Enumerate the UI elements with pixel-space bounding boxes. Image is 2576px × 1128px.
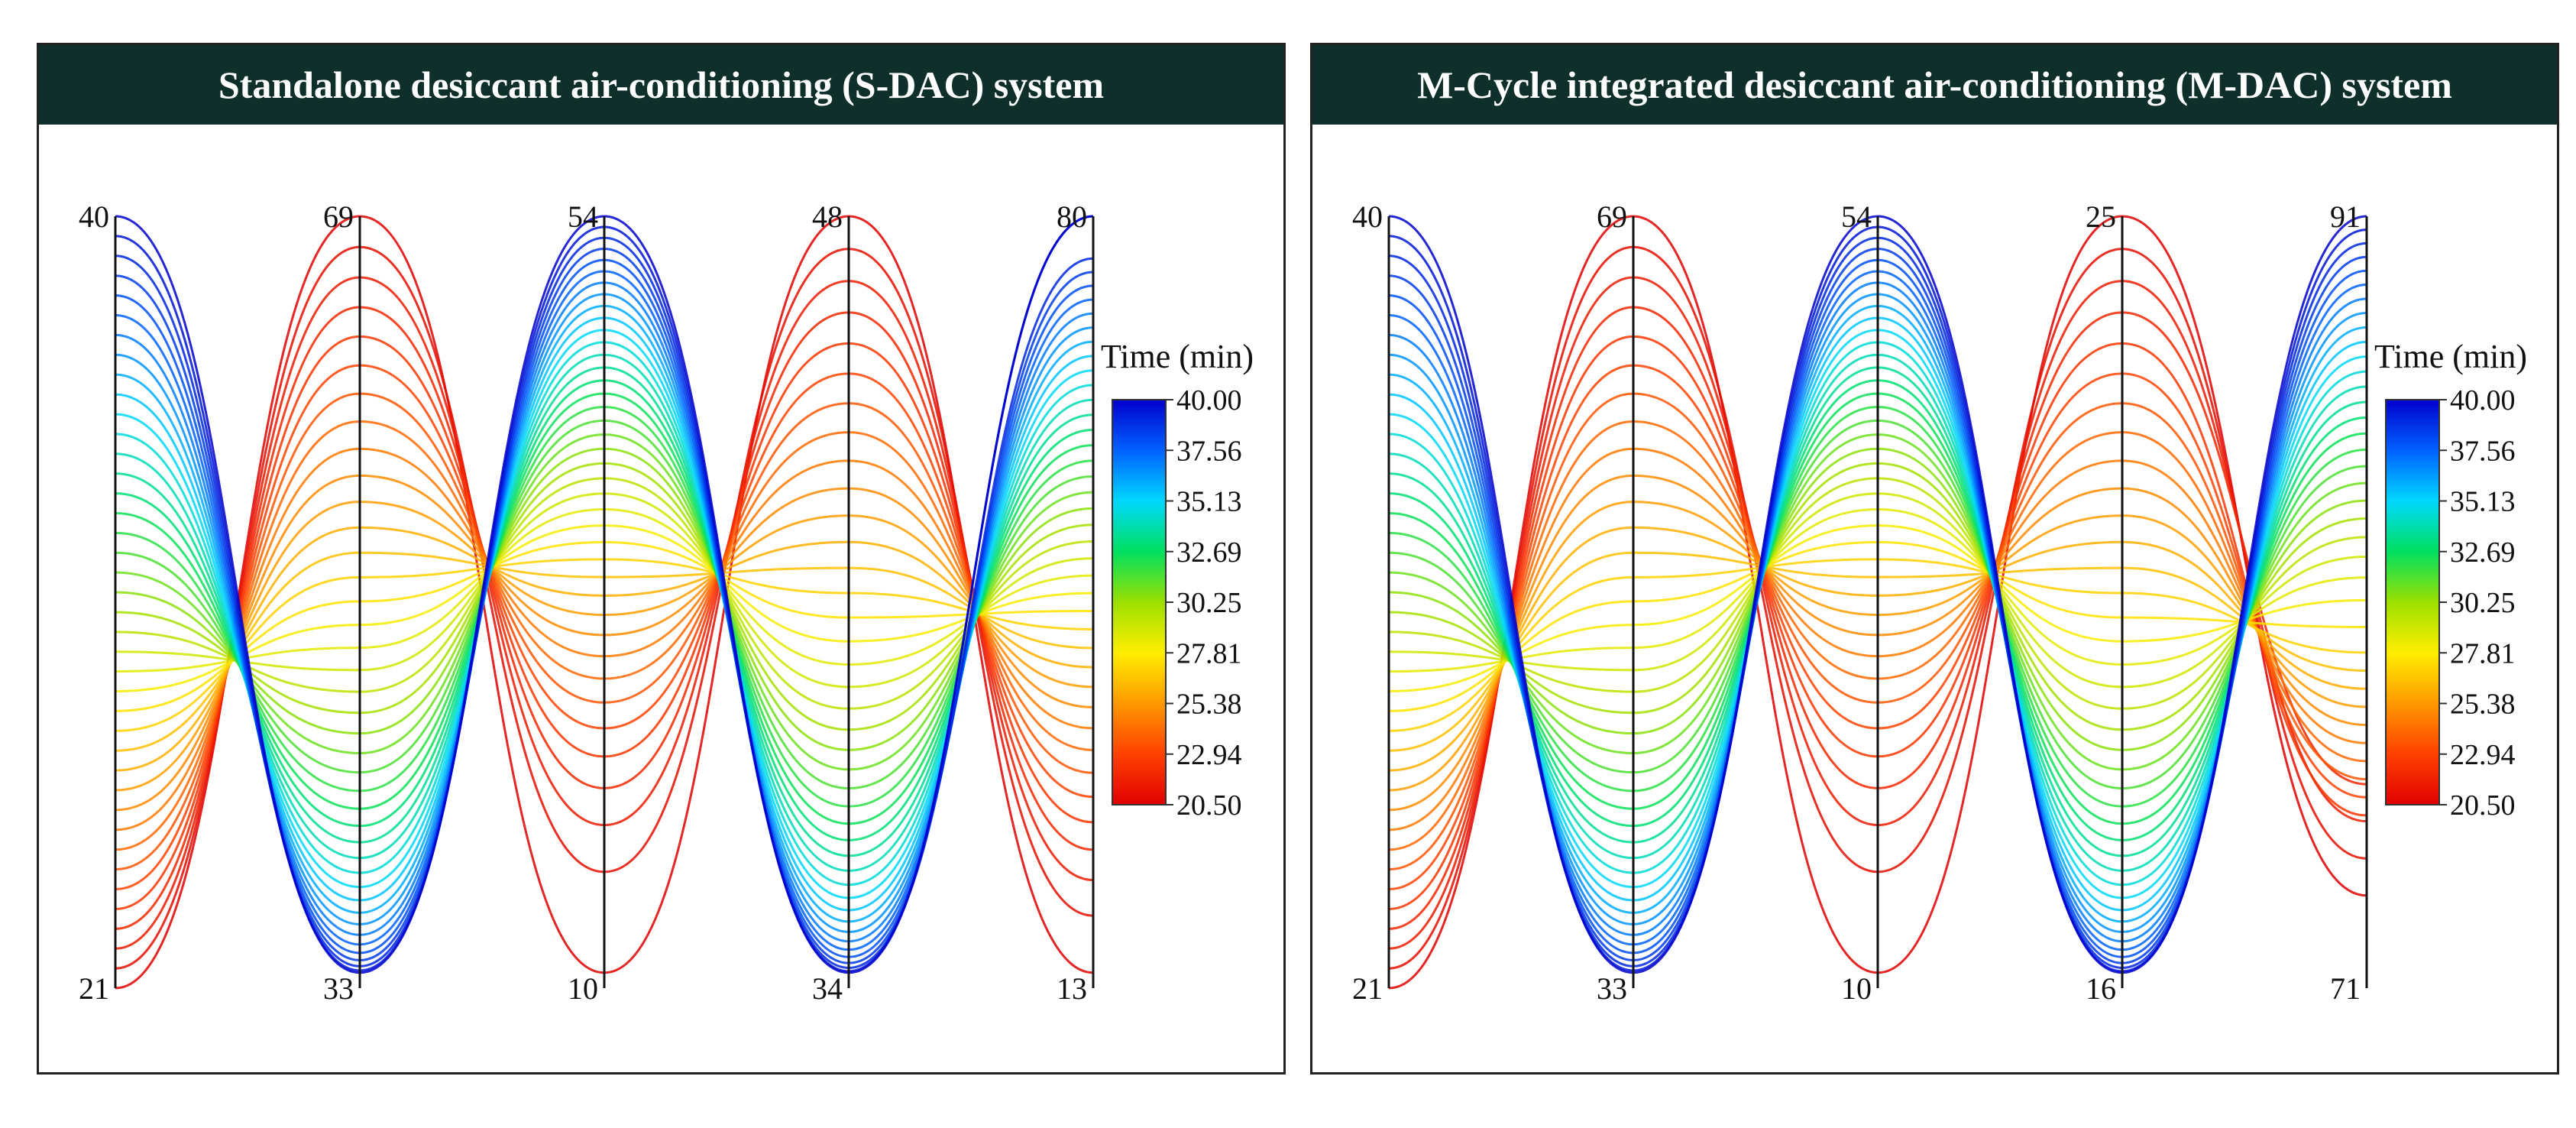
axis-min-label: 34 [812,971,843,1006]
axis-max-label: 54 [568,199,598,234]
series-line [115,447,1094,831]
axes-group: 4021Time (min)6933T_1 (°C)5410RH_1 (%)48… [79,199,1095,1006]
series-line [115,526,1094,772]
series-line [115,433,1094,771]
series-line [1388,526,2367,772]
axis-min-label: 13 [1057,971,1087,1006]
legend-tick-label: 22.94 [2450,739,2516,771]
legend-tick-label: 22.94 [1176,739,1242,771]
axes-group: 4021Time (min)6933T_1 (°C)5410RH_1 (%)25… [1352,199,2368,1006]
series-line [1388,501,2367,792]
series-line [1388,551,2367,752]
series-line [115,551,1094,752]
legend-tick-label: 27.81 [1176,637,1242,669]
axis-min-label: 10 [1841,971,1872,1006]
chart-panel-s-dac: Standalone desiccant air-conditioning (S… [37,43,1286,1075]
series-line [115,474,1094,812]
series-line [1388,462,2367,731]
axis-max-label: 80 [1057,199,1087,234]
legend-tick-label: 27.81 [2450,637,2516,669]
legend-tick-label: 37.56 [2450,435,2516,467]
series-line [1388,477,2367,710]
series-line [1388,306,2367,930]
legend-tick-label: 32.69 [1176,536,1242,569]
parallel-coordinates-plot: 4021Time (min)6933T_1 (°C)5410RH_1 (%)25… [1352,199,2527,1006]
axis-max-label: 48 [812,199,843,234]
axis-max-label: 54 [1841,199,1872,234]
series-line [115,419,1094,790]
series-line [1388,433,2367,771]
axis-max-label: 69 [323,199,354,234]
legend-tick-label: 40.00 [2450,384,2516,417]
axis-min-label: 71 [2330,971,2361,1006]
legend-colorbar [1112,399,1167,805]
axis-min-label: 10 [568,971,598,1006]
axis-min-label: 33 [1597,971,1627,1006]
axis-max-label: 25 [2086,199,2116,234]
legend-tick-label: 20.50 [1176,789,1242,822]
chart-title: M-Cycle integrated desiccant air-conditi… [1312,45,2557,125]
series-line [115,405,1094,808]
axis-min-label: 21 [79,971,109,1006]
legend-title: Time (min) [1101,338,1254,375]
chart-title: Standalone desiccant air-conditioning (S… [39,45,1283,125]
series-line [115,477,1094,710]
series-line [115,341,1094,887]
axis-max-label: 40 [1352,199,1383,234]
legend-tick-label: 32.69 [2450,536,2516,569]
series-line [115,462,1094,731]
series-line [1388,405,2367,808]
axis-min-label: 16 [2086,971,2116,1006]
series-line [115,447,1094,751]
series-line [1388,341,2367,887]
axis-min-label: 21 [1352,971,1383,1006]
parallel-coordinates-plot: 4021Time (min)6933T_1 (°C)5410RH_1 (%)48… [79,199,1254,1006]
legend-tick-label: 40.00 [1176,384,1242,417]
legend-tick-label: 35.13 [2450,486,2516,518]
legend-tick-label: 37.56 [1176,435,1242,467]
legend-tick-label: 20.50 [2450,789,2516,822]
series-line [1388,447,2367,831]
legend-colorbar [2385,399,2440,805]
series-line [115,492,1094,689]
color-legend: Time (min) 40.00 37.56 35.13 32.69 30.25 27.81… [1101,338,1254,822]
series-line [1388,447,2367,751]
axis-max-label: 69 [1597,199,1627,234]
axis-max-label: 40 [79,199,109,234]
chart-panel-m-dac: M-Cycle integrated desiccant air-conditi… [1310,43,2559,1075]
color-legend: Time (min) 40.00 37.56 35.13 32.69 30.25 27.81… [2374,338,2527,822]
series-line [115,501,1094,792]
legend-tick-label: 25.38 [1176,689,1242,721]
legend-tick-label: 30.25 [1176,587,1242,619]
axis-max-label: 91 [2330,199,2361,234]
series-line [1388,419,2367,790]
legend-title: Time (min) [2374,338,2527,375]
axis-min-label: 33 [323,971,354,1006]
legend-tick-label: 25.38 [2450,689,2516,721]
legend-tick-label: 30.25 [2450,587,2516,619]
legend-tick-label: 35.13 [1176,486,1242,518]
series-line [1388,492,2367,689]
